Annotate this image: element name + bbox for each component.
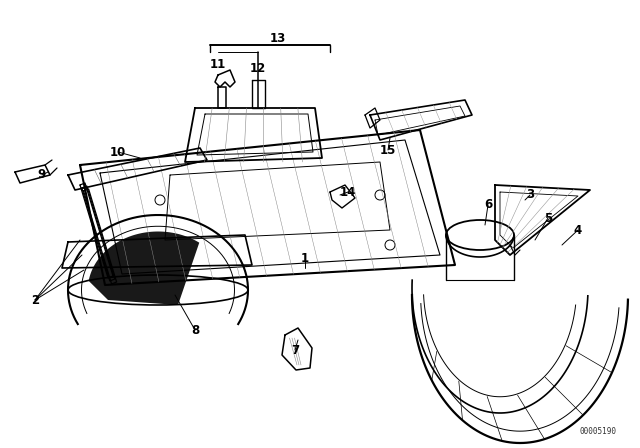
Text: 9: 9 <box>38 168 46 181</box>
Text: 00005190: 00005190 <box>579 427 616 436</box>
Text: 10: 10 <box>110 146 126 159</box>
Text: 7: 7 <box>291 344 299 357</box>
Text: 14: 14 <box>340 185 356 198</box>
Text: 4: 4 <box>574 224 582 237</box>
Text: 12: 12 <box>250 61 266 74</box>
Text: 2: 2 <box>31 293 39 306</box>
Text: 3: 3 <box>526 189 534 202</box>
Polygon shape <box>89 232 199 305</box>
Text: 13: 13 <box>270 31 286 44</box>
Text: 11: 11 <box>210 59 226 72</box>
Text: 6: 6 <box>484 198 492 211</box>
Text: 1: 1 <box>301 251 309 264</box>
Text: 8: 8 <box>191 323 199 336</box>
Text: 5: 5 <box>544 211 552 224</box>
Text: 15: 15 <box>380 143 396 156</box>
